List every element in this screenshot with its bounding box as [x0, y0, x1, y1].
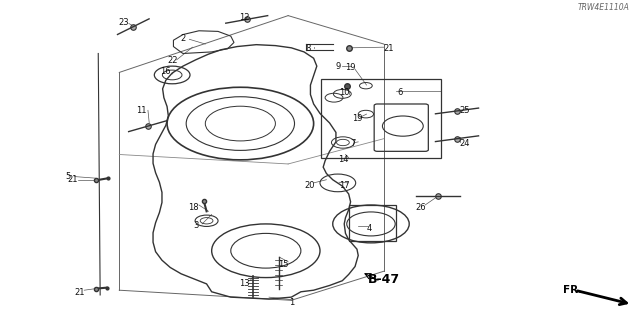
Text: 21: 21: [67, 175, 78, 184]
Text: 5: 5: [66, 172, 71, 181]
Text: 4: 4: [367, 224, 372, 233]
Text: 26: 26: [415, 203, 426, 212]
Text: TRW4E1110A: TRW4E1110A: [577, 4, 629, 12]
Text: 1: 1: [289, 298, 294, 307]
Text: 20: 20: [304, 181, 314, 190]
Text: 19: 19: [352, 114, 362, 123]
Text: 8: 8: [306, 44, 311, 53]
Text: 22: 22: [167, 56, 177, 65]
Text: 2: 2: [180, 34, 186, 43]
Text: 25: 25: [460, 107, 470, 116]
Text: 3: 3: [193, 221, 198, 230]
Text: 7: 7: [351, 139, 356, 148]
Text: 21: 21: [383, 44, 394, 53]
Text: 9: 9: [335, 62, 340, 71]
Text: 12: 12: [239, 13, 250, 22]
Text: 11: 11: [136, 107, 147, 116]
Text: 17: 17: [339, 181, 349, 190]
Text: 14: 14: [339, 155, 349, 164]
Text: B-47: B-47: [367, 273, 400, 286]
Text: 13: 13: [239, 279, 250, 288]
Text: 15: 15: [278, 260, 289, 269]
Text: 24: 24: [460, 139, 470, 148]
Text: 21: 21: [74, 288, 85, 297]
Text: 10: 10: [339, 87, 349, 97]
Text: 16: 16: [161, 67, 171, 76]
Text: 19: 19: [346, 63, 356, 72]
Text: 23: 23: [118, 18, 129, 27]
Text: FR.: FR.: [563, 284, 583, 295]
Text: 6: 6: [397, 87, 403, 97]
Text: 18: 18: [189, 203, 199, 212]
